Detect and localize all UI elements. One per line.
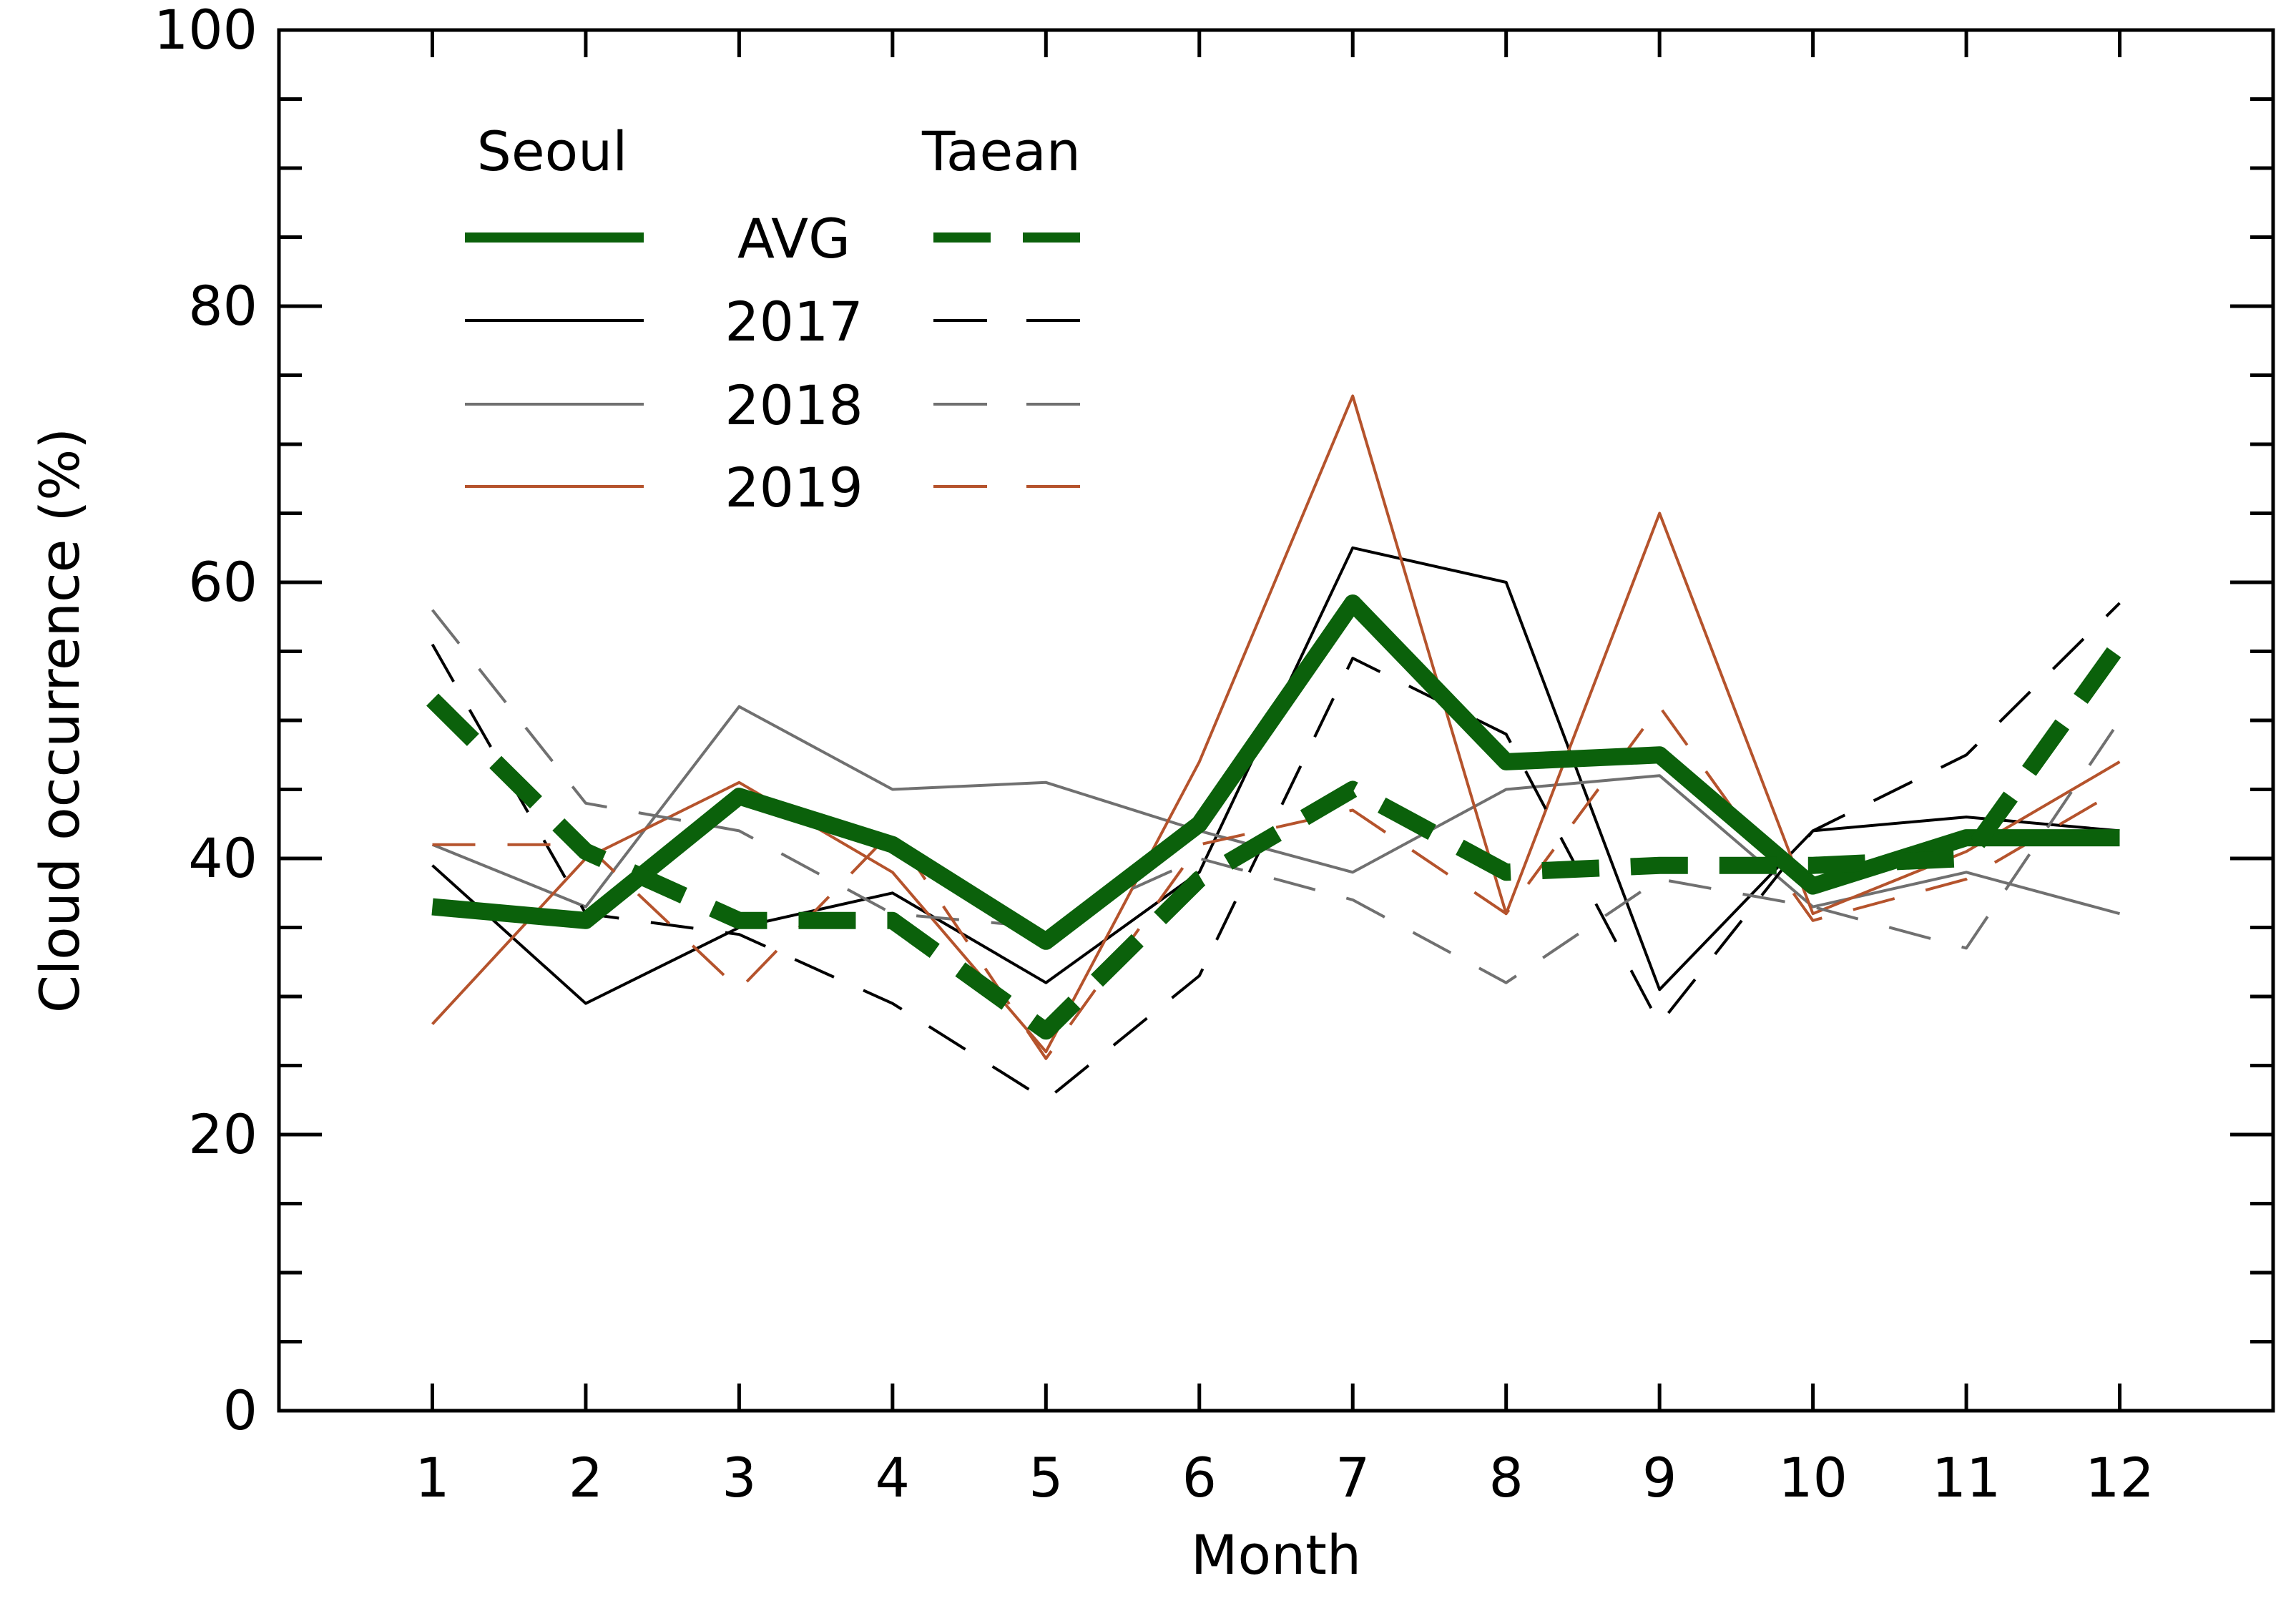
x-tick-label-2: 2 (569, 1446, 603, 1509)
legend-label-2017: 2017 (725, 290, 863, 353)
x-tick-label-1: 1 (415, 1446, 449, 1509)
series-line-taean-avg (426, 639, 2127, 1040)
series-line-seoul-2018 (431, 705, 2121, 916)
x-tick-label-4: 4 (875, 1446, 910, 1509)
y-tick-label-80: 80 (188, 274, 257, 338)
legend-header-seoul: Seoul (477, 119, 628, 183)
y-tick-label-40: 40 (188, 826, 257, 890)
y-tick-label-60: 60 (188, 550, 257, 614)
x-tick-label-8: 8 (1489, 1446, 1524, 1509)
x-tick-label-9: 9 (1642, 1446, 1677, 1509)
x-tick-label-5: 5 (1029, 1446, 1063, 1509)
y-tick-label-100: 100 (154, 0, 257, 62)
legend-header-taean: Taean (921, 119, 1081, 183)
legend: Seoul Taean AVG 2017 2018 2019 (465, 119, 1081, 519)
series-lines (426, 394, 2127, 1102)
x-tick-label-11: 11 (1932, 1446, 2001, 1509)
y-tick-label-20: 20 (188, 1102, 257, 1166)
x-tick-label-7: 7 (1335, 1446, 1370, 1509)
x-axis-label: Month (1191, 1523, 1361, 1587)
legend-label-avg: AVG (737, 207, 850, 270)
x-tick-label-6: 6 (1182, 1446, 1217, 1509)
x-tick-label-3: 3 (722, 1446, 756, 1509)
series-line-taean-2017 (431, 602, 2121, 1102)
y-axis-label: Cloud occurrence (%) (28, 428, 92, 1013)
series-line-seoul-avg (431, 594, 2120, 950)
series-line-seoul-2019 (431, 394, 2121, 1054)
x-tick-label-12: 12 (2085, 1446, 2154, 1509)
legend-label-2018: 2018 (725, 373, 863, 437)
x-tick-label-10: 10 (1778, 1446, 1848, 1509)
series-line-taean-2019 (432, 705, 2121, 1060)
axis-ticks (279, 28, 2273, 1413)
y-tick-label-0: 0 (223, 1379, 257, 1442)
legend-label-2019: 2019 (725, 456, 863, 519)
